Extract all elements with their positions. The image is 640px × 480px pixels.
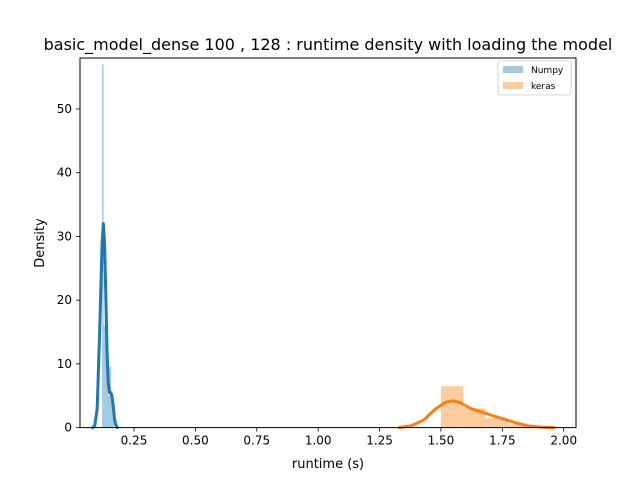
legend-swatch-numpy	[503, 66, 523, 73]
legend-label-numpy: Numpy	[531, 66, 564, 76]
kde-line-keras	[397, 399, 556, 430]
hist-bar-numpy-1	[103, 325, 106, 428]
histogram-bars	[102, 64, 552, 428]
x-tick-label: 1.75	[489, 434, 516, 448]
kde-curves	[91, 222, 556, 430]
legend: Numpy keras	[497, 60, 572, 96]
y-tick-label: 30	[57, 229, 72, 243]
chart-title: basic_model_dense 100 , 128 : runtime de…	[44, 35, 613, 55]
hist-bar-numpy-7	[112, 414, 114, 428]
legend-label-keras: keras	[531, 82, 556, 92]
x-tick-label: 0.50	[182, 434, 209, 448]
x-tick-label: 1.00	[305, 434, 332, 448]
hist-bar-keras-2	[485, 418, 508, 428]
y-tick-label: 20	[57, 293, 72, 307]
legend-box	[497, 60, 572, 96]
x-tick-label: 0.25	[121, 434, 148, 448]
x-axis-label: runtime (s)	[292, 457, 364, 472]
x-tick-label: 0.75	[243, 434, 270, 448]
y-tick-label: 0	[64, 421, 72, 435]
legend-swatch-keras	[503, 82, 523, 89]
hist-bar-keras-3	[507, 424, 530, 428]
plot-frame	[79, 57, 577, 429]
x-tick-label: 1.25	[366, 434, 393, 448]
y-tick-label: 50	[57, 102, 72, 116]
hist-bar-numpy-4	[107, 395, 110, 428]
y-axis-label: Density	[33, 218, 48, 268]
y-tick-label: 40	[57, 166, 72, 180]
hist-bar-numpy-6	[110, 395, 113, 428]
hist-bar-numpy-5	[109, 367, 111, 428]
hist-bar-keras-0	[440, 386, 464, 428]
x-tick-label: 2.00	[550, 434, 577, 448]
hist-bar-numpy-2	[105, 332, 107, 428]
hist-bar-keras-1	[463, 408, 486, 428]
y-axis-ticks: 0 10 20 30 40 50	[57, 102, 80, 435]
x-axis-ticks: 0.25 0.50 0.75 1.00 1.25 1.50 1.75 2.00	[121, 427, 577, 448]
kde-line-numpy	[91, 222, 119, 430]
y-tick-label: 10	[57, 357, 72, 371]
x-tick-label: 1.50	[428, 434, 455, 448]
